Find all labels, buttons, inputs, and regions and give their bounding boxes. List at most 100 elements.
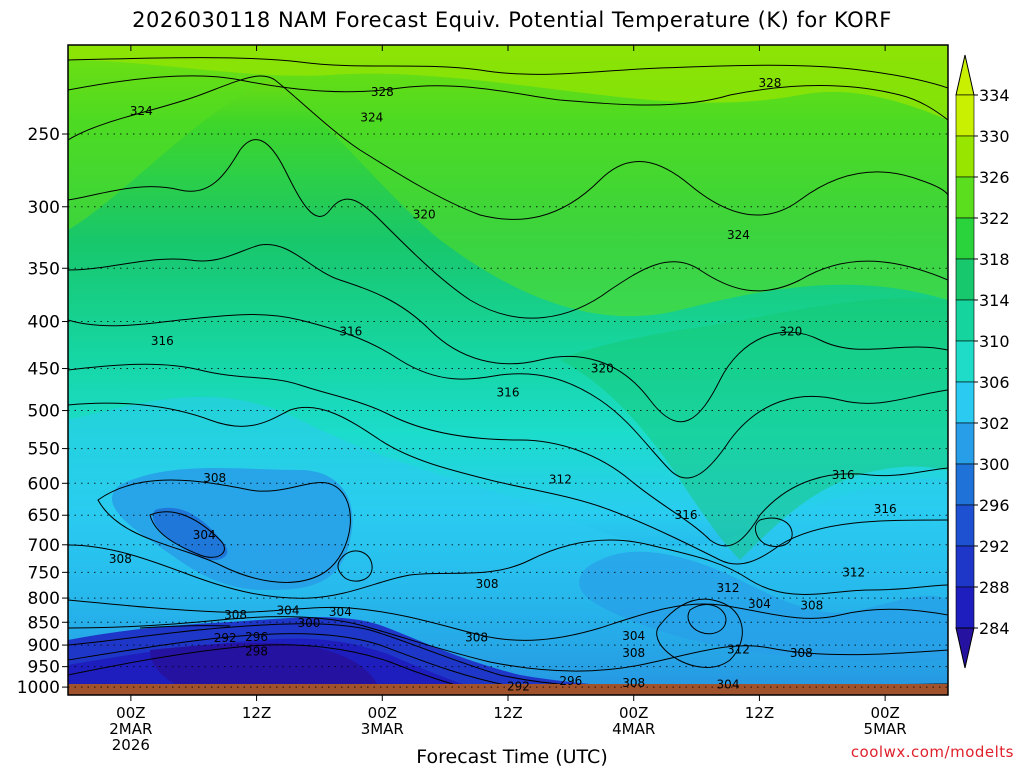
contour-label: 312 (842, 565, 865, 579)
colorbar-swatch (955, 217, 975, 260)
colorbar-label: 322 (979, 209, 1010, 228)
colorbar-label: 330 (979, 127, 1010, 146)
contour-labels: 328 328 324 324 324 320 320 320 316 316 316 316 316 3… (109, 76, 897, 693)
field-blob-304a (111, 468, 353, 590)
contour-label: 312 (549, 472, 572, 486)
y-tick-label: 450 (28, 360, 60, 380)
field-blob-304b (579, 551, 948, 662)
colorbar-swatch (955, 135, 975, 178)
colorbar-bottom-arrow (955, 627, 975, 669)
contour-line (68, 243, 948, 423)
colorbar-swatch (955, 258, 975, 301)
contour-label: 308 (622, 676, 645, 690)
contour-line (68, 314, 948, 479)
colorbar-swatch (955, 463, 975, 506)
x-tick-label: 4MAR (612, 720, 655, 738)
plot-field (68, 45, 948, 695)
contour-label: 308 (790, 646, 813, 660)
contour-label: 308 (109, 552, 132, 566)
field-band-318 (560, 297, 948, 560)
contour-label: 308 (203, 471, 226, 485)
contour-line (68, 57, 948, 89)
contour-label: 316 (151, 334, 174, 348)
x-tick-label: 00Z (368, 704, 397, 722)
y-tick-label: 750 (28, 563, 60, 583)
contour-line (68, 75, 948, 121)
colorbar-swatch (955, 422, 975, 465)
y-tick-label: 800 (28, 589, 60, 609)
contour-label: 328 (371, 85, 394, 99)
contour-label: 308 (224, 608, 247, 622)
y-axis: 250 300 350 400 450 500 550 600 650 700 750 800 850 9… (17, 125, 68, 698)
colorbar-label: 292 (979, 537, 1010, 556)
field-blob-302 (153, 507, 228, 561)
contour-label: 324 (130, 104, 153, 118)
contour-label: 316 (832, 468, 855, 482)
contour-line (687, 604, 727, 635)
colorbar-label: 306 (979, 373, 1010, 392)
colorbar-swatch (955, 94, 975, 137)
credit-text: coolwx.com/modelts (850, 743, 1014, 761)
chart-title: 2026030118 NAM Forecast Equiv. Potential… (132, 8, 892, 32)
x-tick-label: 2026 (112, 736, 150, 754)
contour-label: 304 (622, 629, 645, 643)
colorbar-label: 326 (979, 168, 1010, 187)
colorbar-swatch (955, 381, 975, 424)
contour-label: 308 (800, 598, 823, 612)
colorbar-label: 310 (979, 332, 1010, 351)
y-tick-label: 650 (28, 506, 60, 526)
contour-label: 316 (497, 386, 520, 400)
contour-line (68, 644, 481, 693)
contour-label: 316 (339, 324, 362, 338)
contour-label: 320 (413, 208, 436, 222)
x-tick-label: 5MAR (864, 720, 907, 738)
contour-line (68, 402, 948, 565)
colorbar-label: 284 (979, 619, 1010, 638)
contour-lines (68, 57, 948, 694)
contour-label: 308 (622, 646, 645, 660)
colorbar-label: 296 (979, 496, 1010, 515)
x-axis-label: Forecast Time (UTC) (416, 746, 608, 768)
contour-label: 298 (245, 645, 268, 659)
colorbar-swatch (955, 586, 975, 629)
contour-label: 316 (675, 508, 698, 522)
x-tick-label: 3MAR (361, 720, 404, 738)
contour-label: 304 (277, 603, 300, 617)
contour-line (68, 139, 948, 319)
contour-line (68, 75, 948, 220)
contour-label: 296 (559, 674, 582, 688)
contour-line (68, 616, 948, 672)
x-tick-label: 00Z (619, 704, 648, 722)
contour-label: 328 (758, 76, 781, 90)
contour-line (149, 511, 225, 558)
colorbar-swatch (955, 299, 975, 342)
colorbar-label: 314 (979, 291, 1010, 310)
contour-label: 316 (874, 502, 897, 516)
contour-line (337, 550, 373, 582)
y-tick-label: 850 (28, 613, 60, 633)
contour-label: 304 (717, 678, 740, 692)
contour-label: 304 (193, 528, 216, 542)
contour-label: 300 (297, 616, 320, 630)
y-tick-label: 950 (28, 658, 60, 678)
contour-line (97, 479, 351, 583)
colorbar-label: 334 (979, 86, 1010, 105)
y-tick-label: 300 (28, 198, 60, 218)
field-band-326 (68, 45, 948, 317)
contour-label: 292 (507, 679, 530, 693)
y-tick-label: 250 (28, 125, 60, 145)
contour-label: 312 (727, 642, 750, 656)
contour-line (139, 625, 231, 629)
colorbar-label: 318 (979, 250, 1010, 269)
colorbar-swatch (955, 176, 975, 219)
contour-label: 296 (245, 630, 268, 644)
contour-label: 312 (717, 581, 740, 595)
field-cold-core-deep (150, 642, 380, 695)
contour-label: 308 (465, 630, 488, 644)
contour-label: 304 (748, 597, 771, 611)
y-tick-label: 500 (28, 402, 60, 422)
x-tick-label: 12Z (745, 704, 774, 722)
y-tick-label: 600 (28, 474, 60, 494)
